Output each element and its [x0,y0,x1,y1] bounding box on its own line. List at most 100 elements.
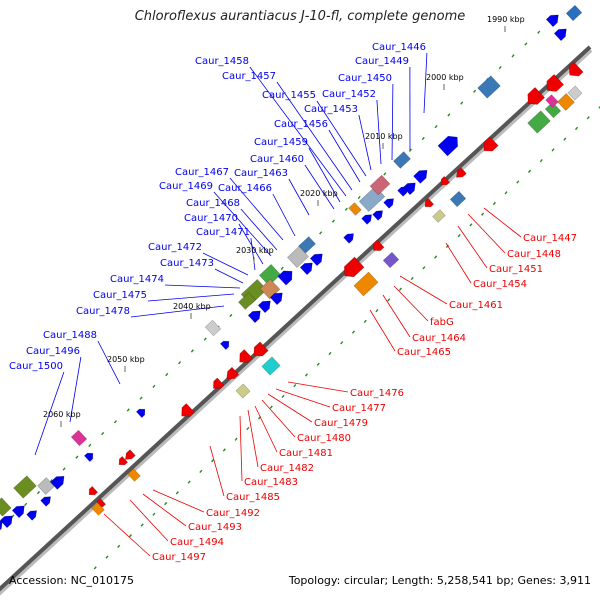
reverse-gene-shape [127,468,141,482]
gene-labels: Caur_1446 Caur_1449 Caur_1450 Caur_1452 Caur… [9,42,577,563]
reverse-gene-label: Caur_1483 [244,477,298,488]
reverse-gene-shape [483,136,499,152]
tick-dot [246,426,250,431]
reverse-leader-line [483,207,522,238]
reverse-gene-shape [545,94,559,108]
forward-gene [383,198,395,209]
forward-gene-shape [257,300,271,314]
reverse-leader-line [275,388,331,408]
forward-gene-label: Caur_1472 [148,242,202,253]
reverse-gene [449,190,467,208]
reverse-gene [239,349,253,363]
forward-gene-label: Caur_1474 [110,274,164,285]
reverse-gene-shape [88,485,99,496]
forward-gene-label: Caur_1457 [222,71,276,82]
reverse-leader-line [445,242,472,284]
forward-leader-line [147,293,235,302]
forward-gene-shape [369,174,391,196]
tick-dot [140,523,144,527]
forward-gene-label: Caur_1458 [195,56,249,67]
reverse-gene-label: Caur_1461 [449,300,503,311]
tick-dot [539,158,543,163]
forward-gene [247,310,261,324]
tick-dot [504,191,508,195]
forward-gene-shape [437,135,459,157]
forward-gene [277,270,293,286]
reverse-leader-line [382,294,411,338]
tick-dot [211,459,215,463]
reverse-leader-line [209,445,225,497]
forward-leader-line [249,66,347,197]
tick-dot [524,42,528,46]
reverse-gene-shape [353,271,379,297]
reverse-gene [527,110,551,134]
kbp-tick-label: 2030 kbp [236,246,274,255]
tick-dot [363,319,367,323]
reverse-leader-line [393,285,429,322]
forward-gene-shape [348,202,362,216]
forward-gene-label: Caur_1470 [184,213,238,224]
tick-dot [516,180,520,184]
forward-gene-shape [11,505,25,519]
reverse-gene [118,455,129,466]
forward-leader-line [316,100,367,177]
reverse-gene-shape [261,356,281,376]
tick-dot [139,396,143,400]
forward-gene [50,475,65,490]
reverse-gene-label: Caur_1447 [523,233,577,244]
tick-dot [422,266,426,270]
tick-dot [434,255,438,259]
forward-gene [309,253,323,267]
forward-leader-line [214,268,244,284]
reverse-gene-label: Caur_1497 [152,552,206,563]
reverse-gene [373,239,385,251]
forward-gene [372,210,384,221]
tick-dot [229,313,233,318]
reverse-gene-label: Caur_1481 [279,448,333,459]
tick-dot [190,349,194,353]
forward-gene-shape [397,186,409,197]
tick-dot [62,467,66,471]
reverse-leader-line [129,499,169,542]
reverse-gene [181,403,195,417]
tick-dot [269,405,273,409]
reverse-gene [557,93,575,111]
forward-gene-shape [286,246,310,268]
reverse-gene [235,383,251,399]
forward-gene-shape [277,270,293,286]
tick-dot [340,341,344,345]
forward-gene-label: Caur_1473 [160,258,214,269]
tick-dot [128,534,132,538]
forward-gene [437,135,459,157]
forward-gene-label: Caur_1455 [262,90,316,101]
tick-dot [357,195,361,200]
tick-dot [75,455,79,459]
forward-leader-line [202,252,249,276]
reverse-gene-shape [567,85,583,101]
forward-gene [219,340,230,351]
reverse-gene [91,502,105,516]
reverse-gene-shape [557,93,575,111]
forward-gene-shape [135,408,146,419]
reverse-gene [88,485,99,496]
forward-gene [204,319,222,337]
map-title: Chloroflexus aurantiacus J-10-fl, comple… [134,9,466,24]
tick-dot [24,502,28,507]
reverse-gene [424,197,435,208]
forward-gene-shape [402,182,416,196]
reverse-gene [127,468,141,482]
tick-dot [492,201,496,206]
forward-gene [413,169,428,184]
forward-leader-line [308,147,341,203]
reverse-leader-line [287,381,349,393]
tick-dot [49,479,53,483]
forward-gene-shape [50,475,65,490]
forward-gene [0,497,12,517]
label-leader-lines [34,52,522,557]
reverse-leader-line [261,399,296,438]
tick-dot [481,212,485,216]
forward-gene-shape [269,292,283,306]
tick-dot [563,137,567,141]
